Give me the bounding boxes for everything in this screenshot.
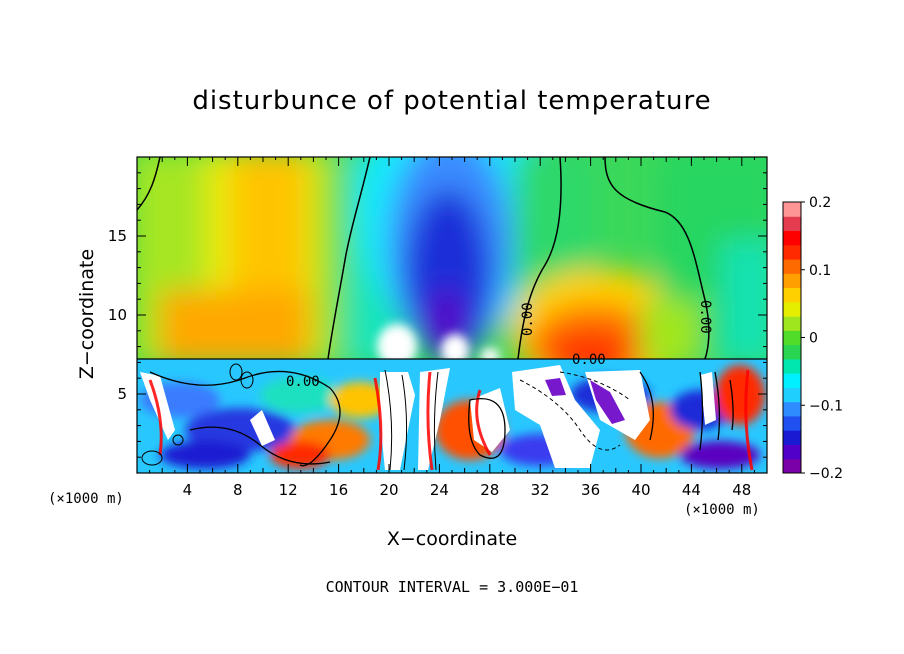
colorbar-tick-label: −0.2	[809, 466, 843, 482]
colorbar-swatch	[783, 230, 801, 246]
contour-plot-area: 0.00 0.00 0.00 0.00	[137, 157, 767, 473]
colorbar-swatch	[783, 216, 801, 232]
x-tick-label: 36	[581, 481, 600, 499]
colorbar-swatch	[783, 415, 801, 431]
x-axis-label: X−coordinate	[386, 528, 518, 550]
x-tick-label: 44	[682, 481, 701, 499]
y-tick-label: 5	[117, 385, 127, 403]
colorbar-swatch	[783, 387, 801, 403]
x-tick-label: 8	[233, 481, 243, 499]
colorbar-swatch	[783, 458, 801, 474]
contour-lower-2	[189, 426, 331, 465]
colorbar-swatch	[783, 316, 801, 331]
colorbar-swatch	[783, 344, 801, 360]
contour-loop-1	[229, 363, 243, 381]
x-unit-label-right: (×1000 m)	[684, 502, 760, 518]
x-tick-label: 40	[631, 481, 650, 499]
contour-lower-3	[384, 369, 439, 471]
contour-label-1: 0.00	[286, 374, 320, 390]
contour-lower-1	[149, 370, 341, 467]
contour-lines	[137, 157, 767, 471]
y-axis-label: Z−coordinate	[76, 248, 98, 380]
contour-lower-6	[468, 398, 506, 459]
colorbar-swatch	[783, 202, 801, 217]
contour-label-2: 0.00	[520, 302, 536, 336]
x-tick-label: 48	[732, 481, 751, 499]
x-tick-label: 28	[480, 481, 499, 499]
x-tick-label: 20	[379, 481, 398, 499]
contour-zero-right	[604, 157, 710, 360]
contour-labels: 0.00 0.00 0.00 0.00	[286, 300, 713, 390]
y-tick-label: 15	[108, 227, 127, 245]
contour-lower-5	[639, 371, 734, 451]
contour-lower-4	[519, 371, 631, 451]
colorbar-swatch	[783, 287, 801, 303]
x-unit-label-left: (×1000 m)	[48, 491, 124, 507]
contour-interval-note: CONTOUR INTERVAL = 3.000E−01	[325, 578, 579, 596]
colorbar-swatch	[783, 259, 801, 274]
colorbar-swatch	[783, 444, 801, 460]
contour-zero-center	[517, 157, 562, 360]
colorbar: 0.2 0.1 0 −0.1 −0.2	[782, 195, 843, 482]
contour-zero-left	[327, 157, 371, 360]
colorbar-swatch	[783, 273, 801, 289]
colorbar-tick-label: 0	[809, 331, 818, 347]
x-tick-label: 16	[329, 481, 348, 499]
x-tick-label: 24	[430, 481, 449, 499]
colorbar-swatch	[783, 373, 801, 388]
lower-turbulent-layer	[137, 359, 767, 473]
contour-loop-4	[172, 434, 184, 446]
colorbar-swatch	[783, 401, 801, 417]
colorbar-swatch	[783, 301, 801, 317]
y-tick-label: 10	[108, 306, 127, 324]
colorbar-swatch	[783, 430, 801, 445]
x-tick-label: 4	[183, 481, 193, 499]
x-tick-label: 32	[531, 481, 550, 499]
chart-title: disturbunce of potential temperature	[192, 86, 712, 116]
contour-loop-3	[141, 450, 163, 466]
upper-field	[137, 157, 767, 392]
colorbar-tick-label: 0.2	[809, 195, 831, 211]
colorbar-tick-label: 0.1	[809, 263, 831, 279]
colorbar-swatch	[783, 330, 801, 346]
contour-label-3: 0.00	[572, 352, 606, 368]
colorbar-tick-label: −0.1	[809, 398, 843, 414]
colorbar-swatch	[783, 358, 801, 374]
x-tick-label: 12	[279, 481, 298, 499]
contour-loop-2	[240, 371, 254, 389]
contour-zero-edge	[137, 157, 161, 211]
contour-label-4: 0.00	[697, 300, 713, 334]
colorbar-swatch	[783, 244, 801, 260]
